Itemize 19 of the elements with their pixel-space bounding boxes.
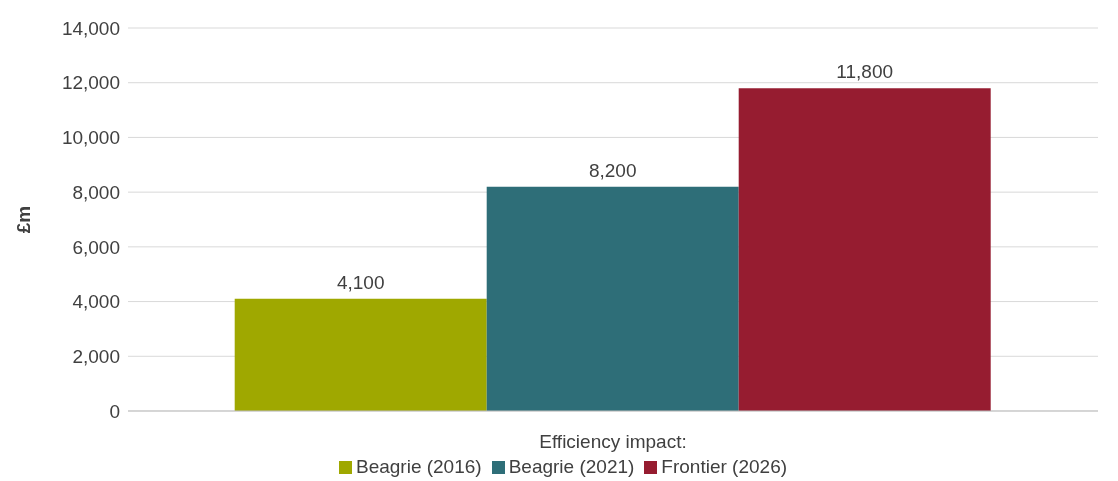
bar	[738, 88, 991, 411]
y-tick-label: 12,000	[61, 72, 120, 94]
y-tick-label: 2,000	[72, 346, 120, 368]
legend-label: Beagrie (2016)	[355, 456, 482, 477]
legend-label: Frontier (2026)	[661, 456, 788, 477]
data-label: 8,200	[588, 159, 637, 181]
data-label: 11,800	[836, 61, 894, 83]
bar	[486, 186, 739, 411]
y-tick-label: 10,000	[61, 127, 120, 149]
text: :	[681, 431, 687, 453]
y-axis-title: £m	[12, 205, 34, 234]
bar	[234, 298, 487, 411]
legend-label: Beagrie (2021)	[508, 456, 635, 477]
data-label: 4,100	[336, 271, 385, 293]
y-tick-label: 4,000	[72, 291, 120, 313]
y-tick-label: 0	[109, 400, 120, 422]
y-tick-label: 14,000	[61, 17, 120, 39]
y-tick-label: 8,000	[72, 181, 120, 203]
y-tick-label: 6,000	[72, 236, 120, 258]
